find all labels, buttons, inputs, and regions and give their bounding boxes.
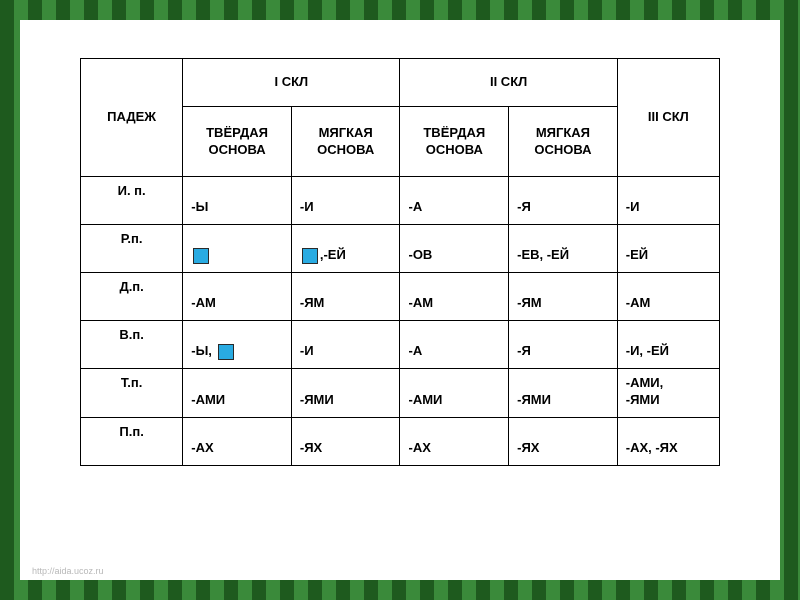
cell: -АХ <box>183 417 292 465</box>
table-row: Д.п. -АМ -ЯМ -АМ -ЯМ -АМ <box>81 273 720 321</box>
cell: -Ы <box>183 177 292 225</box>
cell: -АМ <box>617 273 719 321</box>
cell: -Ы, <box>183 321 292 369</box>
table-row: П.п. -АХ -ЯХ -АХ -ЯХ -АХ, -ЯХ <box>81 417 720 465</box>
cell: -А <box>400 321 509 369</box>
case-label: Т.п. <box>81 369 183 418</box>
table-header-row: ПАДЕЖ I СКЛ II СКЛ III СКЛ <box>81 59 720 107</box>
col-decl3-header: III СКЛ <box>617 59 719 177</box>
cell: -А <box>400 177 509 225</box>
cell: -И <box>291 177 400 225</box>
cell: -Я <box>509 321 618 369</box>
col-soft2-header: МЯГКАЯ ОСНОВА <box>509 107 618 177</box>
cell: -АМ <box>183 273 292 321</box>
col-hard1-header: ТВЁРДАЯ ОСНОВА <box>183 107 292 177</box>
cell: ,-ЕЙ <box>291 225 400 273</box>
cell <box>183 225 292 273</box>
declension-table: ПАДЕЖ I СКЛ II СКЛ III СКЛ ТВЁРДАЯ ОСНОВ… <box>80 58 720 466</box>
cell: -И, -ЕЙ <box>617 321 719 369</box>
blank-square-icon <box>193 248 209 264</box>
cell: -И <box>291 321 400 369</box>
col-decl1-header: I СКЛ <box>183 59 400 107</box>
cell: -ОВ <box>400 225 509 273</box>
cell-text: -Ы, <box>191 343 212 358</box>
table-row: В.п. -Ы, -И -А -Я -И, -ЕЙ <box>81 321 720 369</box>
case-label: П.п. <box>81 417 183 465</box>
decorative-frame: ПАДЕЖ I СКЛ II СКЛ III СКЛ ТВЁРДАЯ ОСНОВ… <box>0 0 800 600</box>
col-soft1-header: МЯГКАЯ ОСНОВА <box>291 107 400 177</box>
blank-square-icon <box>218 344 234 360</box>
cell: -АМИ <box>400 369 509 418</box>
cell: -ЯХ <box>291 417 400 465</box>
case-label: Р.п. <box>81 225 183 273</box>
cell: -АМ <box>400 273 509 321</box>
table-row: И. п. -Ы -И -А -Я -И <box>81 177 720 225</box>
cell: -АМИ, -ЯМИ <box>617 369 719 418</box>
col-hard2-header: ТВЁРДАЯ ОСНОВА <box>400 107 509 177</box>
cell: -АХ <box>400 417 509 465</box>
table-row: Р.п. ,-ЕЙ -ОВ -ЕВ, -ЕЙ -ЕЙ <box>81 225 720 273</box>
cell: -ЯМИ <box>509 369 618 418</box>
cell: -ЯМ <box>291 273 400 321</box>
cell: -И <box>617 177 719 225</box>
cell: -ЯМ <box>509 273 618 321</box>
col-decl2-header: II СКЛ <box>400 59 617 107</box>
cell: -АМИ <box>183 369 292 418</box>
watermark-text: http://aida.ucoz.ru <box>32 566 104 576</box>
cell: -ЕВ, -ЕЙ <box>509 225 618 273</box>
cell: -ЕЙ <box>617 225 719 273</box>
page-area: ПАДЕЖ I СКЛ II СКЛ III СКЛ ТВЁРДАЯ ОСНОВ… <box>20 20 780 580</box>
case-label: И. п. <box>81 177 183 225</box>
case-label: Д.п. <box>81 273 183 321</box>
cell: -Я <box>509 177 618 225</box>
col-case-header: ПАДЕЖ <box>81 59 183 177</box>
cell: -ЯМИ <box>291 369 400 418</box>
cell: -ЯХ <box>509 417 618 465</box>
cell-text: ,-ЕЙ <box>320 247 346 262</box>
cell: -АХ, -ЯХ <box>617 417 719 465</box>
table-row: Т.п. -АМИ -ЯМИ -АМИ -ЯМИ -АМИ, -ЯМИ <box>81 369 720 418</box>
case-label: В.п. <box>81 321 183 369</box>
blank-square-icon <box>302 248 318 264</box>
